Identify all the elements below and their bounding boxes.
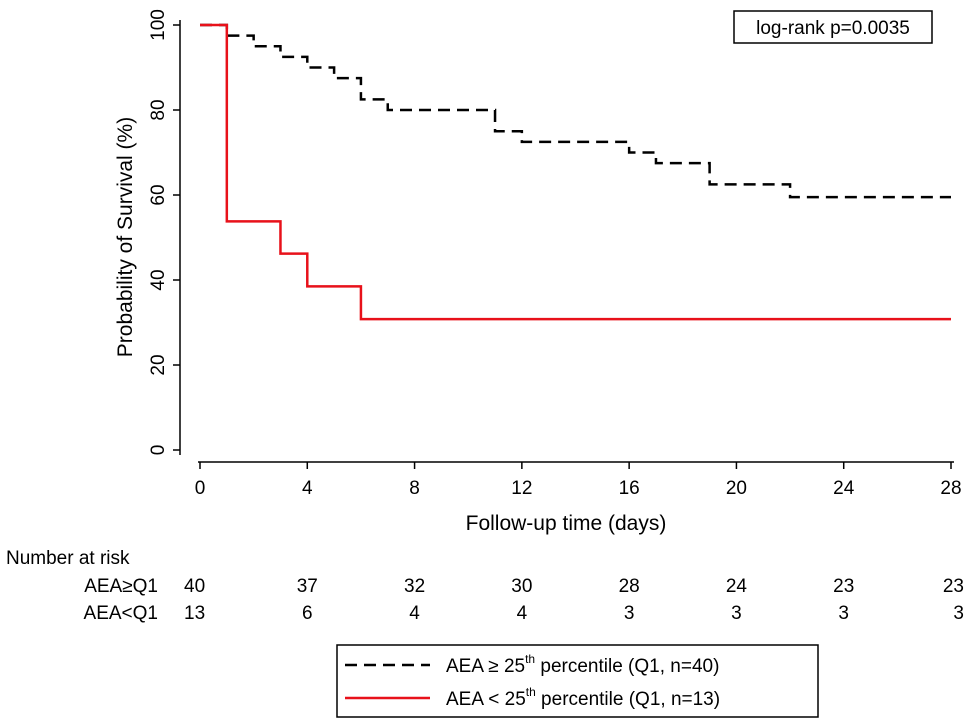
- annotation-box: [733, 10, 933, 44]
- x-axis-title: Follow-up time (days): [466, 512, 667, 535]
- x-tick-label: 12: [511, 478, 532, 499]
- log-rank-annotation: log-rank p=0.0035: [756, 18, 910, 39]
- y-axis-title: Probability of Survival (%): [114, 117, 137, 357]
- x-tick-label: 20: [726, 478, 747, 499]
- risk-cell: 4: [517, 603, 528, 624]
- legend-label-low: AEA < 25th percentile (Q1, n=13): [446, 685, 720, 710]
- risk-cell: 23: [833, 576, 854, 597]
- risk-cell: 3: [731, 603, 742, 624]
- y-tick-label: 100: [148, 9, 169, 41]
- x-ticks: 0 4 8 12 16 20 24 28: [195, 462, 962, 499]
- risk-cell: 3: [953, 603, 964, 624]
- y-ticks: 0 20 40 60 80 100: [148, 9, 180, 455]
- x-tick-label: 28: [940, 478, 961, 499]
- y-tick-label: 20: [148, 354, 169, 375]
- risk-cell: 3: [838, 603, 849, 624]
- risk-cell: 28: [619, 576, 640, 597]
- legend-label-high: AEA ≥ 25th percentile (Q1, n=40): [446, 652, 719, 677]
- x-tick-label: 4: [302, 478, 313, 499]
- risk-row-label: AEA<Q1: [84, 603, 158, 624]
- risk-cell: 6: [302, 603, 313, 624]
- x-tick-label: 8: [409, 478, 420, 499]
- risk-cell: 13: [184, 603, 205, 624]
- risk-table: AEA≥Q1 40 37 32 30 28 24 23 23 AEA<Q1 13 6 4 4 3 3 3 3: [84, 576, 964, 624]
- y-tick-label: 60: [148, 184, 169, 205]
- y-tick-label: 40: [148, 269, 169, 290]
- risk-cell: 3: [624, 603, 635, 624]
- x-tick-label: 0: [195, 478, 206, 499]
- risk-cell: 30: [511, 576, 532, 597]
- series-aea-low-line: [200, 23, 951, 321]
- risk-cell: 40: [184, 576, 205, 597]
- y-tick-label: 0: [148, 445, 169, 456]
- risk-cell: 37: [297, 576, 318, 597]
- risk-row-label: AEA≥Q1: [84, 576, 158, 597]
- y-tick-label: 80: [148, 99, 169, 120]
- legend-box: [336, 644, 819, 718]
- risk-cell: 24: [726, 576, 748, 597]
- x-tick-label: 24: [833, 478, 855, 499]
- risk-table-title: Number at risk: [6, 548, 130, 569]
- series-aea-high-line: [200, 23, 951, 199]
- x-tick-label: 16: [619, 478, 640, 499]
- risk-cell: 23: [943, 576, 964, 597]
- risk-cell: 4: [409, 603, 420, 624]
- series-group: [200, 23, 951, 321]
- risk-cell: 32: [404, 576, 425, 597]
